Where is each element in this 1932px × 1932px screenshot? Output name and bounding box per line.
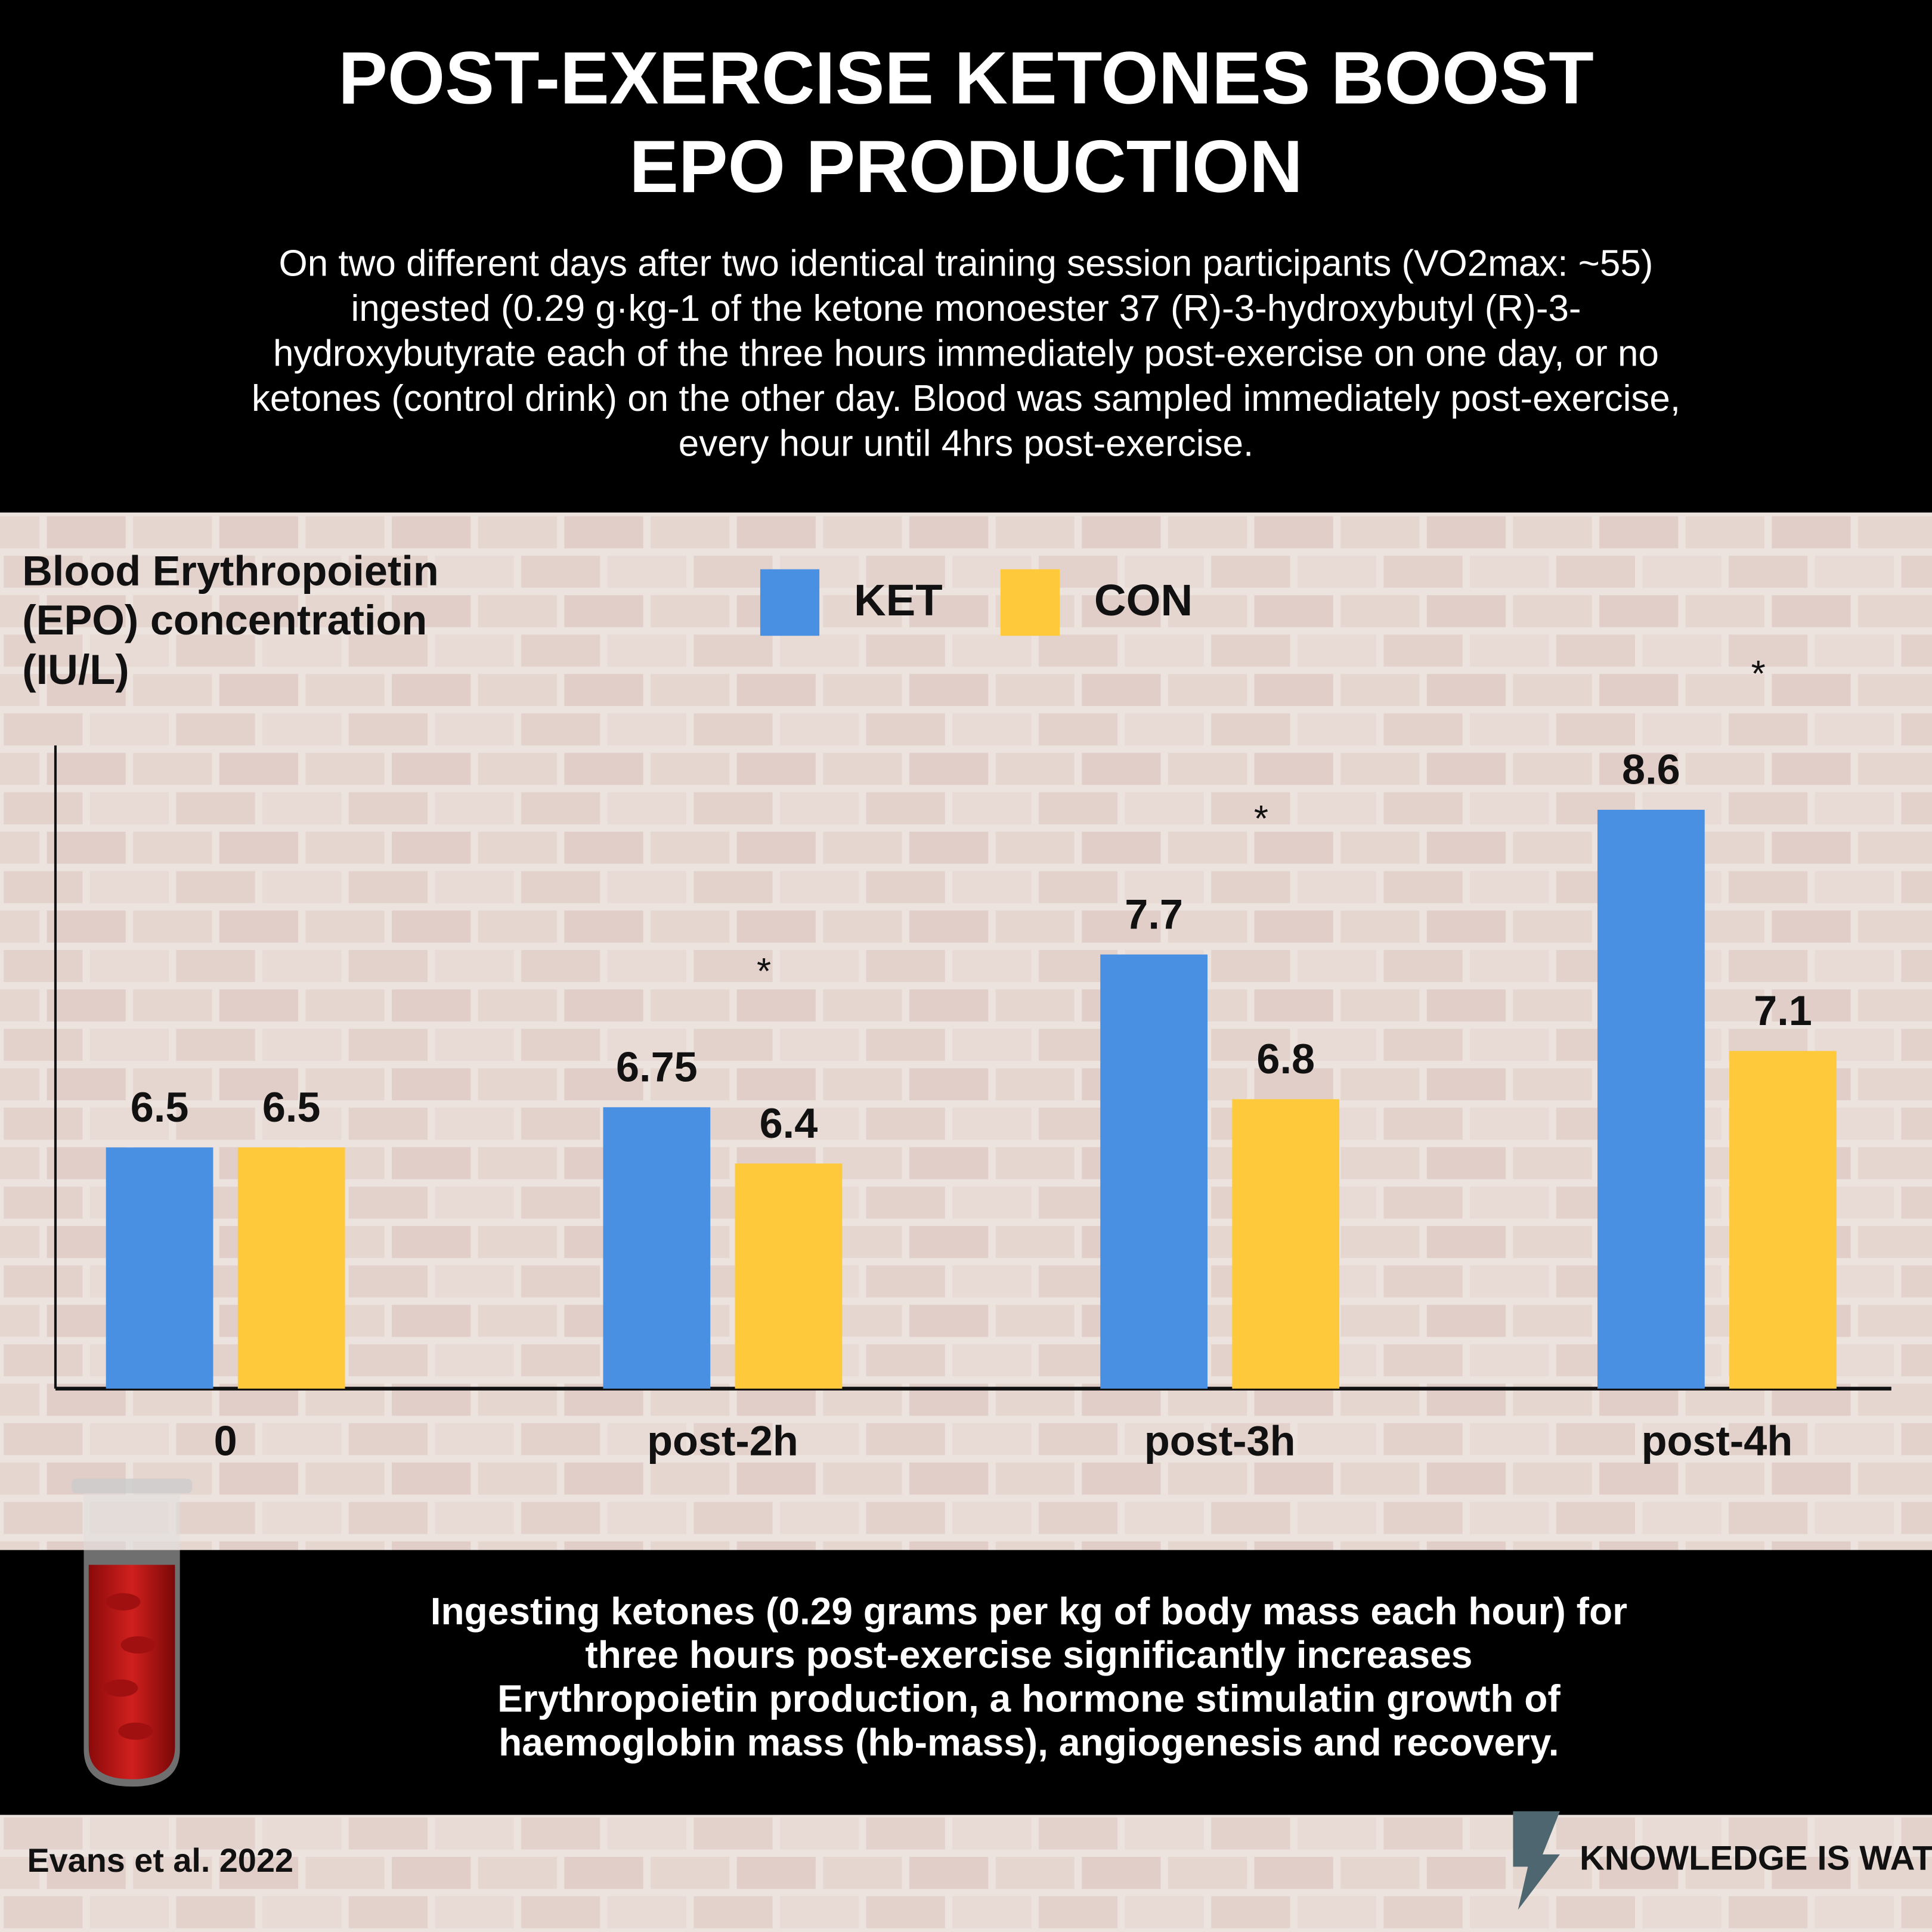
x-tick-label: post-4h — [1642, 1417, 1793, 1464]
legend-swatch — [760, 569, 820, 636]
chart-title: EPO PRODUCTION — [629, 126, 1303, 208]
legend-swatch — [1000, 569, 1060, 636]
chart-title: POST-EXERCISE KETONES BOOST — [338, 37, 1594, 119]
brand-icon — [1513, 1811, 1560, 1910]
significance-marker: * — [757, 951, 771, 992]
significance-marker: * — [1751, 654, 1766, 695]
brand-name: KNOWLEDGE IS WATT — [1580, 1839, 1932, 1877]
citation: Evans et al. 2022 — [27, 1841, 293, 1879]
chart-subtitle: hydroxybutyrate each of the three hours … — [273, 333, 1659, 374]
conclusion-text: three hours post-exercise significantly … — [585, 1633, 1472, 1676]
footer-background — [0, 1815, 1932, 1932]
chart-subtitle: ketones (control drink) on the other day… — [252, 378, 1680, 419]
y-axis-label: (EPO) concentration — [22, 596, 427, 643]
x-tick-label: post-3h — [1144, 1417, 1296, 1464]
y-axis-label: Blood Erythropoietin — [22, 547, 439, 594]
legend-label: CON — [1094, 575, 1193, 625]
value-label: 6.4 — [760, 1100, 818, 1147]
conclusion-text: Erythropoietin production, a hormone sti… — [497, 1677, 1561, 1720]
chart-subtitle: every hour until 4hrs post-exercise. — [679, 423, 1253, 464]
bar — [603, 1107, 711, 1389]
value-label: 6.5 — [262, 1083, 321, 1131]
legend-label: KET — [854, 575, 943, 625]
bar — [735, 1163, 843, 1389]
x-tick-label: post-2h — [647, 1417, 798, 1464]
x-tick-label: 0 — [214, 1417, 237, 1464]
conclusion-text: haemoglobin mass (hb-mass), angiogenesis… — [499, 1721, 1559, 1764]
value-label: 7.1 — [1754, 987, 1812, 1034]
bar — [237, 1147, 345, 1389]
conclusion-text: Ingesting ketones (0.29 grams per kg of … — [431, 1590, 1627, 1633]
significance-marker: * — [1254, 798, 1268, 840]
bar — [1729, 1051, 1837, 1389]
value-label: 7.7 — [1125, 890, 1183, 937]
chart-subtitle: ingested (0.29 g·kg-1 of the ketone mono… — [351, 288, 1581, 329]
bar — [1597, 809, 1705, 1389]
value-label: 6.5 — [131, 1083, 189, 1131]
y-axis-label: (IU/L) — [22, 646, 129, 693]
value-label: 6.75 — [616, 1043, 698, 1090]
bar — [1100, 954, 1208, 1389]
header-band — [0, 0, 1932, 513]
chart-subtitle: On two different days after two identica… — [279, 243, 1654, 284]
value-label: 8.6 — [1622, 746, 1680, 793]
test-tube-icon — [71, 1478, 193, 1787]
bar — [106, 1147, 213, 1389]
bar — [1232, 1099, 1340, 1389]
value-label: 6.8 — [1256, 1035, 1315, 1082]
conclusion-band — [0, 1550, 1932, 1815]
